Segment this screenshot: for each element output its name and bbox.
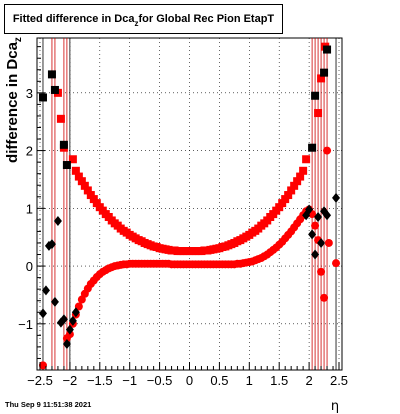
- x-tick-label: −1: [122, 373, 137, 388]
- y-tick-label: 2: [26, 144, 33, 159]
- data-point-square: [323, 45, 332, 54]
- data-point-diamond: [50, 296, 59, 307]
- data-point-square: [59, 140, 68, 149]
- data-point-diamond: [41, 285, 50, 296]
- data-point-square: [278, 199, 287, 208]
- data-point-circle: [38, 361, 47, 370]
- y-tick-label: 1: [26, 201, 33, 216]
- x-tick-label: 0: [186, 373, 193, 388]
- data-point-square: [290, 181, 299, 190]
- data-point-circle: [311, 221, 320, 230]
- data-point-square: [83, 186, 92, 195]
- data-point-diamond: [317, 237, 326, 248]
- data-point-square: [71, 166, 80, 175]
- data-point-diamond: [53, 216, 62, 227]
- data-point-square: [311, 91, 320, 100]
- x-tick-label: 0.5: [210, 373, 228, 388]
- data-point-diamond: [314, 211, 323, 222]
- plot-frame: [36, 37, 343, 371]
- data-point-square: [89, 195, 98, 204]
- x-tick-label: −2.5: [27, 373, 53, 388]
- data-point-square: [302, 155, 311, 164]
- data-point-diamond: [65, 324, 74, 335]
- data-point-square: [281, 195, 290, 204]
- y-axis-label-main: difference in Dca: [4, 41, 21, 163]
- data-point-square: [74, 172, 83, 181]
- data-point-diamond: [68, 315, 77, 326]
- data-point-square: [293, 177, 302, 186]
- data-point-diamond: [71, 307, 80, 318]
- data-point-square: [68, 155, 77, 164]
- data-point-circle: [320, 293, 329, 302]
- data-point-square: [38, 93, 47, 102]
- data-point-diamond: [62, 339, 71, 350]
- data-marks: [38, 42, 341, 370]
- footer-timestamp: Thu Sep 9 11:51:38 2021: [5, 400, 92, 409]
- data-point-square: [56, 114, 65, 123]
- data-point-square: [320, 68, 329, 77]
- data-point-square: [80, 181, 89, 190]
- data-point-square: [314, 109, 323, 118]
- y-axis-label: difference in Dcaz: [4, 37, 24, 163]
- x-tick-label: 2.5: [330, 373, 348, 388]
- x-tick-label: 2: [305, 373, 312, 388]
- data-point-square: [50, 85, 59, 94]
- data-point-square: [308, 143, 317, 152]
- data-point-diamond: [38, 308, 47, 319]
- data-point-diamond: [305, 204, 314, 215]
- data-point-diamond: [47, 239, 56, 250]
- data-point-square: [299, 166, 308, 175]
- data-point-circle: [324, 238, 333, 247]
- data-point-square: [284, 191, 293, 200]
- data-point-circle: [323, 146, 332, 155]
- x-tick-label: 1.5: [270, 373, 288, 388]
- data-point-diamond: [311, 249, 320, 260]
- chart-title-suffix: for Global Rec Pion EtapT: [138, 13, 275, 25]
- data-point-diamond: [59, 314, 68, 325]
- data-point-circle: [332, 259, 341, 268]
- chart-title-prefix: Fitted difference in Dca: [12, 13, 135, 25]
- data-point-square: [86, 191, 95, 200]
- x-axis-label: η: [331, 399, 339, 414]
- x-tick-label: −0.5: [147, 373, 173, 388]
- axes: −2.5 −2 −1.5 −1 −0.5 0 0.5 1 1.5 2 2.5 −1 0 1 2 3: [18, 46, 348, 388]
- y-tick-label: 0: [26, 259, 33, 274]
- data-point-square: [296, 172, 305, 181]
- chart-title: Fitted difference in Dca z for Global Rec…: [4, 4, 283, 34]
- chart-title-subscript: z: [134, 18, 139, 28]
- data-point-circle: [74, 302, 83, 311]
- data-point-circle: [317, 267, 326, 276]
- y-tick-label: 3: [26, 86, 33, 101]
- data-point-square: [62, 161, 71, 170]
- data-point-square: [47, 70, 56, 79]
- x-tick-label: 1: [246, 373, 253, 388]
- data-point-diamond: [332, 192, 341, 203]
- data-point-square: [317, 74, 326, 83]
- data-point-square: [287, 186, 296, 195]
- y-tick-label: −1: [18, 317, 33, 332]
- data-point-square: [92, 199, 101, 208]
- data-point-square: [77, 177, 86, 186]
- x-tick-label: −2: [62, 373, 77, 388]
- data-point-diamond: [323, 210, 332, 221]
- data-point-diamond: [308, 229, 317, 240]
- data-point-square: [275, 203, 284, 212]
- x-tick-label: −1.5: [87, 373, 113, 388]
- y-axis-label-sub: z: [13, 37, 24, 42]
